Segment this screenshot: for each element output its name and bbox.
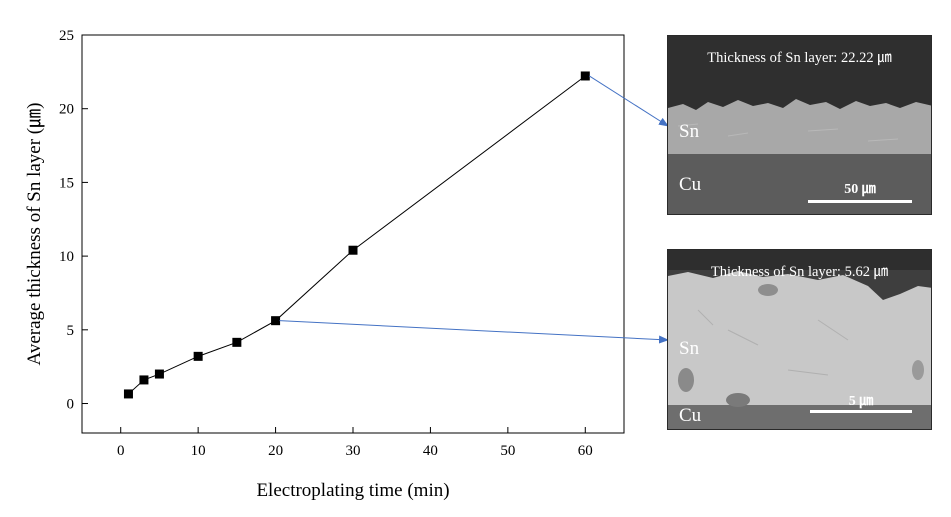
top-micrograph-caption: Thickness of Sn layer: 22.22 ㎛: [707, 50, 892, 66]
y-tick-label: 25: [59, 28, 74, 44]
bottom-cu-label: Cu: [679, 405, 702, 426]
top-sn-label: Sn: [679, 121, 700, 142]
y-tick-label: 5: [67, 323, 75, 339]
x-tick-label: 50: [500, 443, 515, 459]
data-point: [139, 375, 149, 385]
top-scale-label: 50 ㎛: [844, 182, 876, 197]
y-axis-label: Average thickness of Sn layer (㎛): [24, 103, 45, 366]
micrograph-bottom: Thickness of Sn layer: 5.62 ㎛ Sn Cu 5 ㎛: [667, 249, 932, 430]
x-axis-label: Electroplating time (min): [256, 480, 449, 501]
y-tick-label: 20: [59, 102, 74, 118]
data-point: [348, 245, 358, 255]
data-point: [123, 389, 133, 399]
top-cu-label: Cu: [679, 174, 702, 195]
x-tick-label: 20: [268, 443, 283, 459]
y-tick-label: 0: [67, 397, 75, 413]
x-tick-label: 40: [423, 443, 438, 459]
arrow-to-bottom-micrograph: [279, 320, 669, 344]
y-tick-label: 15: [59, 175, 74, 191]
x-tick-label: 30: [346, 443, 361, 459]
data-point: [154, 369, 164, 379]
x-tick-label: 60: [578, 443, 593, 459]
bottom-sn-label: Sn: [679, 338, 700, 359]
bottom-scale-label: 5 ㎛: [848, 394, 874, 409]
y-tick-label: 10: [59, 249, 74, 265]
arrow-to-top-micrograph: [589, 75, 669, 127]
micrograph-top: Thickness of Sn layer: 22.22 ㎛ Sn Cu 50 …: [667, 35, 932, 215]
x-tick-label: 0: [117, 443, 125, 459]
series-line: [128, 75, 586, 395]
data-point: [580, 71, 590, 81]
bottom-micrograph-caption: Thickness of Sn layer: 5.62 ㎛: [710, 264, 889, 280]
bottom-scale-bar: [810, 410, 912, 413]
data-point: [271, 316, 281, 326]
data-point: [232, 337, 242, 347]
data-point: [193, 351, 203, 361]
top-scale-bar: [808, 200, 912, 203]
x-tick-label: 10: [191, 443, 206, 459]
